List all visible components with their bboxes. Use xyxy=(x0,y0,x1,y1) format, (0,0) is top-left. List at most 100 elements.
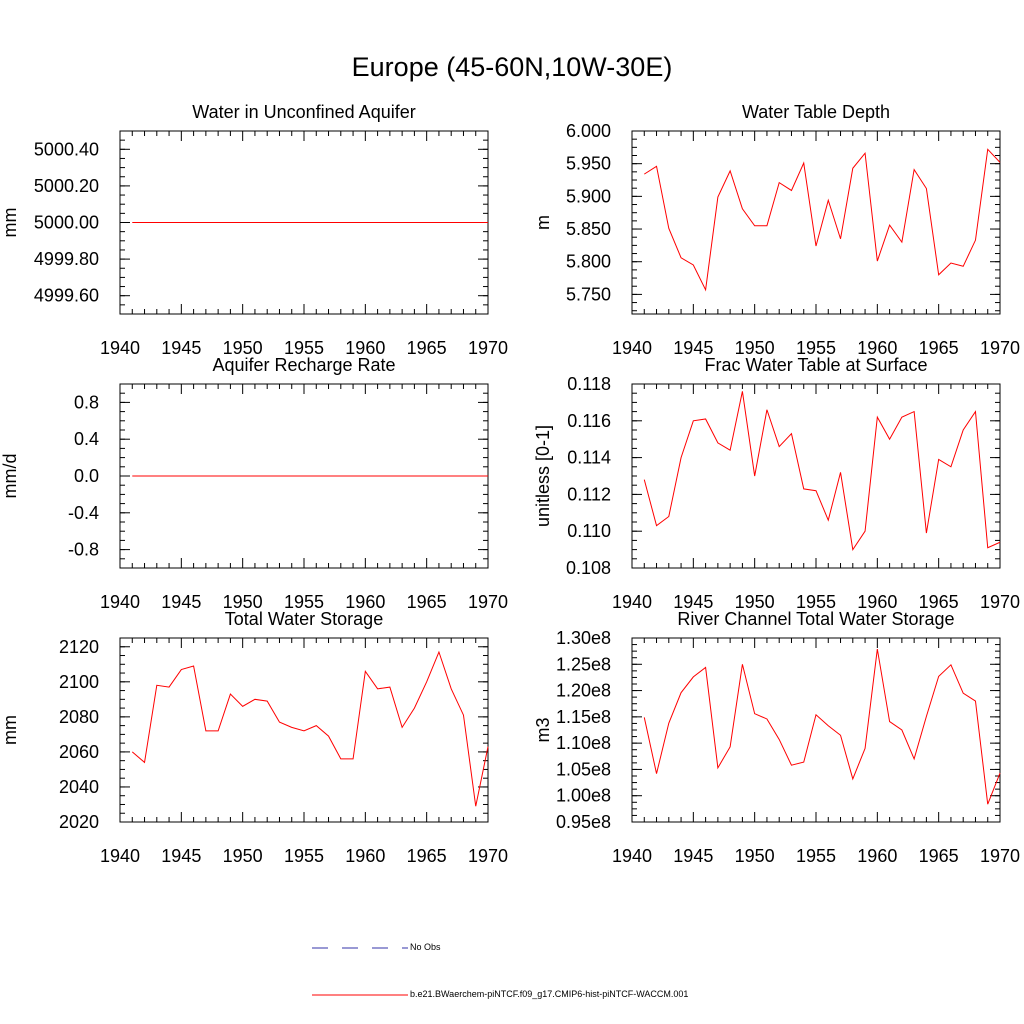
y-axis-label: unitless [0-1] xyxy=(533,425,553,527)
y-axis-label: mm xyxy=(0,208,20,238)
plot-frame xyxy=(631,130,1001,315)
y-tick-label: 5000.40 xyxy=(34,139,99,159)
x-tick-label: 1965 xyxy=(919,338,959,358)
chart-panel-2: Water Table Depth m 1940 1945 1950 1955 1960 19… xyxy=(533,102,1020,358)
x-tick-label: 1945 xyxy=(673,338,713,358)
x-tick-label: 1955 xyxy=(284,338,324,358)
y-tick-label: 5.800 xyxy=(566,252,611,272)
chart-panel-1: Water in Unconfined Aquifer mm 1940 1945 195… xyxy=(0,102,508,358)
y-tick-label: 1.20e8 xyxy=(556,681,611,701)
x-tick-label: 1960 xyxy=(345,846,385,866)
y-tick-label: 1.10e8 xyxy=(556,733,611,753)
x-tick-label: 1960 xyxy=(857,338,897,358)
y-tick-label: 0.110 xyxy=(567,521,611,541)
plot-frame xyxy=(631,637,1001,823)
y-tick-label: 1.15e8 xyxy=(556,707,611,727)
chart-panel-6: River Channel Total Water Storage m3 1940 1… xyxy=(533,609,1020,866)
x-tick-label: 1950 xyxy=(735,846,775,866)
y-tick-label: 2080 xyxy=(59,707,99,727)
x-tick-label: 1940 xyxy=(100,846,140,866)
main-title: Europe (45-60N,10W-30E) xyxy=(351,52,673,82)
x-tick-label: 1965 xyxy=(407,592,447,612)
y-tick-label: 4999.60 xyxy=(34,286,99,306)
y-tick-label: 5000.20 xyxy=(34,176,99,196)
x-tick-label: 1955 xyxy=(796,846,836,866)
y-axis-label: m xyxy=(533,215,553,230)
y-tick-label: 2100 xyxy=(59,672,99,692)
chart-title: Total Water Storage xyxy=(225,609,383,629)
y-tick-label: 2020 xyxy=(59,812,99,832)
x-tick-label: 1950 xyxy=(223,338,263,358)
y-tick-label: 1.05e8 xyxy=(556,759,611,779)
chart-panel-5: Total Water Storage mm 1940 1945 1950 1955 196… xyxy=(0,609,508,866)
chart-title: Water in Unconfined Aquifer xyxy=(192,102,415,122)
x-tick-label: 1940 xyxy=(100,592,140,612)
x-tick-label: 1965 xyxy=(407,338,447,358)
chart-title: River Channel Total Water Storage xyxy=(677,609,954,629)
x-tick-label: 1950 xyxy=(735,592,775,612)
x-tick-label: 1970 xyxy=(468,846,508,866)
x-tick-label: 1945 xyxy=(161,846,201,866)
y-tick-label: 0.8 xyxy=(74,392,99,412)
chart-title: Water Table Depth xyxy=(742,102,890,122)
x-tick-label: 1955 xyxy=(284,846,324,866)
y-axis-label: m3 xyxy=(533,717,553,742)
y-tick-label: 0.116 xyxy=(567,411,611,431)
y-tick-label: 0.108 xyxy=(566,558,611,578)
x-tick-label: 1960 xyxy=(345,592,385,612)
x-tick-label: 1970 xyxy=(468,338,508,358)
y-tick-label: 1.25e8 xyxy=(556,654,611,674)
y-tick-label: 5.750 xyxy=(566,284,611,304)
y-axis-label: mm/d xyxy=(0,454,20,499)
x-tick-label: 1950 xyxy=(223,592,263,612)
legend-label-obs: No Obs xyxy=(410,942,441,952)
x-tick-label: 1955 xyxy=(284,592,324,612)
legend-swatch-dashed xyxy=(312,947,408,949)
x-tick-label: 1945 xyxy=(673,846,713,866)
x-tick-label: 1955 xyxy=(796,338,836,358)
x-tick-label: 1955 xyxy=(796,592,836,612)
chart-title: Aquifer Recharge Rate xyxy=(212,355,395,375)
y-tick-label: 2060 xyxy=(59,742,99,762)
x-tick-label: 1945 xyxy=(161,338,201,358)
x-tick-label: 1960 xyxy=(345,338,385,358)
legend-swatch-solid xyxy=(312,994,408,996)
x-tick-label: 1965 xyxy=(919,846,959,866)
x-tick-label: 1960 xyxy=(857,592,897,612)
y-tick-label: 2120 xyxy=(59,637,99,657)
x-tick-label: 1950 xyxy=(735,338,775,358)
y-tick-label: 5.950 xyxy=(566,154,611,174)
y-tick-label: 0.95e8 xyxy=(556,812,611,832)
series-line-1 xyxy=(131,650,489,807)
y-tick-label: 0.112 xyxy=(567,484,611,504)
y-tick-label: 4999.80 xyxy=(34,249,99,269)
chart-title: Frac Water Table at Surface xyxy=(704,355,927,375)
legend-label-model: b.e21.BWaerchem-piNTCF.f09_g17.CMIP6-his… xyxy=(410,989,689,999)
x-tick-label: 1950 xyxy=(223,846,263,866)
x-tick-label: 1970 xyxy=(468,592,508,612)
x-tick-label: 1940 xyxy=(612,592,652,612)
y-tick-label: 5.850 xyxy=(566,219,611,239)
series-line-1 xyxy=(643,391,1001,551)
y-tick-label: 0.118 xyxy=(567,374,611,394)
series-line-1 xyxy=(643,648,1001,805)
chart-panel-4: Frac Water Table at Surface unitless [0-1… xyxy=(533,355,1020,612)
x-tick-label: 1970 xyxy=(980,338,1020,358)
y-tick-label: 0.0 xyxy=(74,466,99,486)
y-tick-label: 5.900 xyxy=(566,186,611,206)
x-tick-label: 1960 xyxy=(857,846,897,866)
plot-frame xyxy=(119,637,489,823)
y-tick-label: 1.00e8 xyxy=(556,786,611,806)
y-tick-label: 6.000 xyxy=(566,121,611,141)
y-tick-label: 5000.00 xyxy=(34,213,99,233)
x-tick-label: 1970 xyxy=(980,592,1020,612)
x-tick-label: 1940 xyxy=(100,338,140,358)
x-tick-label: 1940 xyxy=(612,846,652,866)
x-tick-label: 1945 xyxy=(161,592,201,612)
x-tick-label: 1945 xyxy=(673,592,713,612)
y-tick-label: 1.30e8 xyxy=(556,628,611,648)
y-tick-label: 2040 xyxy=(59,777,99,797)
y-tick-label: 0.114 xyxy=(567,448,611,468)
plot-frame xyxy=(631,383,1001,569)
